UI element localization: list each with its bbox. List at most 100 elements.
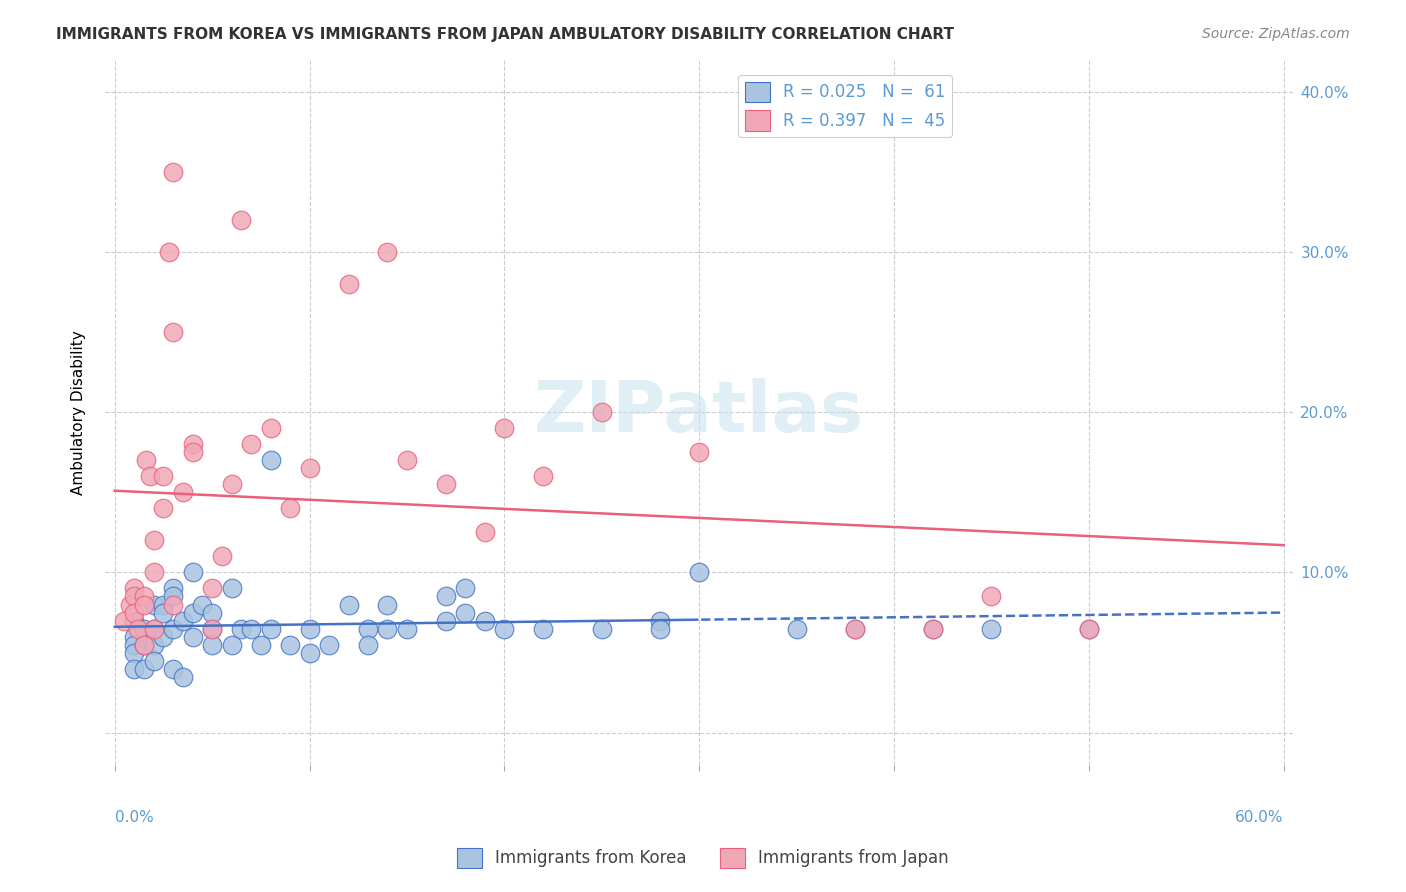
Point xyxy=(122,630,145,644)
Point xyxy=(231,212,253,227)
Point xyxy=(221,582,243,596)
Point xyxy=(591,405,613,419)
Point xyxy=(1077,622,1099,636)
Point xyxy=(201,582,224,596)
Point xyxy=(135,453,157,467)
Point xyxy=(122,590,145,604)
Text: Source: ZipAtlas.com: Source: ZipAtlas.com xyxy=(1202,27,1350,41)
Point xyxy=(278,501,301,516)
Point xyxy=(142,598,165,612)
Point xyxy=(259,453,281,467)
Y-axis label: Ambulatory Disability: Ambulatory Disability xyxy=(72,330,86,494)
Point xyxy=(142,654,165,668)
Point xyxy=(162,598,184,612)
Point xyxy=(132,590,155,604)
Point xyxy=(250,638,273,652)
Point xyxy=(162,590,184,604)
Point xyxy=(434,590,457,604)
Text: 0.0%: 0.0% xyxy=(115,810,153,824)
Point xyxy=(142,533,165,548)
Point xyxy=(474,614,496,628)
Point xyxy=(688,566,710,580)
Point xyxy=(181,566,204,580)
Point xyxy=(650,614,672,628)
Point xyxy=(122,646,145,660)
Point xyxy=(132,638,155,652)
Text: ZIPatlas: ZIPatlas xyxy=(534,377,865,447)
Point xyxy=(980,622,1002,636)
Point xyxy=(142,566,165,580)
Point xyxy=(844,622,866,636)
Point xyxy=(434,477,457,491)
Point xyxy=(454,582,477,596)
Point xyxy=(298,461,321,475)
Text: IMMIGRANTS FROM KOREA VS IMMIGRANTS FROM JAPAN AMBULATORY DISABILITY CORRELATION: IMMIGRANTS FROM KOREA VS IMMIGRANTS FROM… xyxy=(56,27,955,42)
Point xyxy=(922,622,945,636)
Point xyxy=(152,501,174,516)
Point xyxy=(152,630,174,644)
Point xyxy=(132,622,155,636)
Point xyxy=(162,582,184,596)
Point xyxy=(122,638,145,652)
Text: 60.0%: 60.0% xyxy=(1234,810,1284,824)
Point xyxy=(377,622,399,636)
Point xyxy=(688,445,710,459)
Point xyxy=(122,614,145,628)
Point xyxy=(377,598,399,612)
Point xyxy=(157,244,180,259)
Point xyxy=(127,622,149,636)
Point xyxy=(434,614,457,628)
Point xyxy=(120,598,142,612)
Point xyxy=(221,477,243,491)
Point xyxy=(240,622,263,636)
Point xyxy=(152,598,174,612)
Point xyxy=(395,622,418,636)
Point xyxy=(1077,622,1099,636)
Point xyxy=(191,598,214,612)
Point xyxy=(494,421,516,435)
Point xyxy=(531,469,554,483)
Point xyxy=(531,622,554,636)
Point xyxy=(181,630,204,644)
Point xyxy=(181,437,204,451)
Point xyxy=(162,325,184,339)
Point xyxy=(454,606,477,620)
Point xyxy=(786,622,808,636)
Point xyxy=(211,549,233,564)
Point xyxy=(318,638,340,652)
Legend: R = 0.025   N =  61, R = 0.397   N =  45: R = 0.025 N = 61, R = 0.397 N = 45 xyxy=(738,75,952,137)
Point xyxy=(181,445,204,459)
Point xyxy=(922,622,945,636)
Point xyxy=(142,622,165,636)
Point xyxy=(172,614,194,628)
Point xyxy=(122,582,145,596)
Point xyxy=(357,622,380,636)
Point xyxy=(494,622,516,636)
Point xyxy=(650,622,672,636)
Point xyxy=(337,277,360,291)
Point xyxy=(980,590,1002,604)
Point xyxy=(240,437,263,451)
Point xyxy=(259,622,281,636)
Point xyxy=(278,638,301,652)
Legend: Immigrants from Korea, Immigrants from Japan: Immigrants from Korea, Immigrants from J… xyxy=(450,841,956,875)
Point xyxy=(201,622,224,636)
Point xyxy=(152,606,174,620)
Point xyxy=(844,622,866,636)
Point xyxy=(395,453,418,467)
Point xyxy=(337,598,360,612)
Point xyxy=(298,646,321,660)
Point xyxy=(132,598,155,612)
Point xyxy=(142,622,165,636)
Point xyxy=(201,606,224,620)
Point xyxy=(172,485,194,500)
Point xyxy=(474,525,496,540)
Point xyxy=(132,638,155,652)
Point xyxy=(139,469,162,483)
Point xyxy=(298,622,321,636)
Point xyxy=(132,662,155,676)
Point xyxy=(122,662,145,676)
Point xyxy=(231,622,253,636)
Point xyxy=(162,165,184,179)
Point xyxy=(181,606,204,620)
